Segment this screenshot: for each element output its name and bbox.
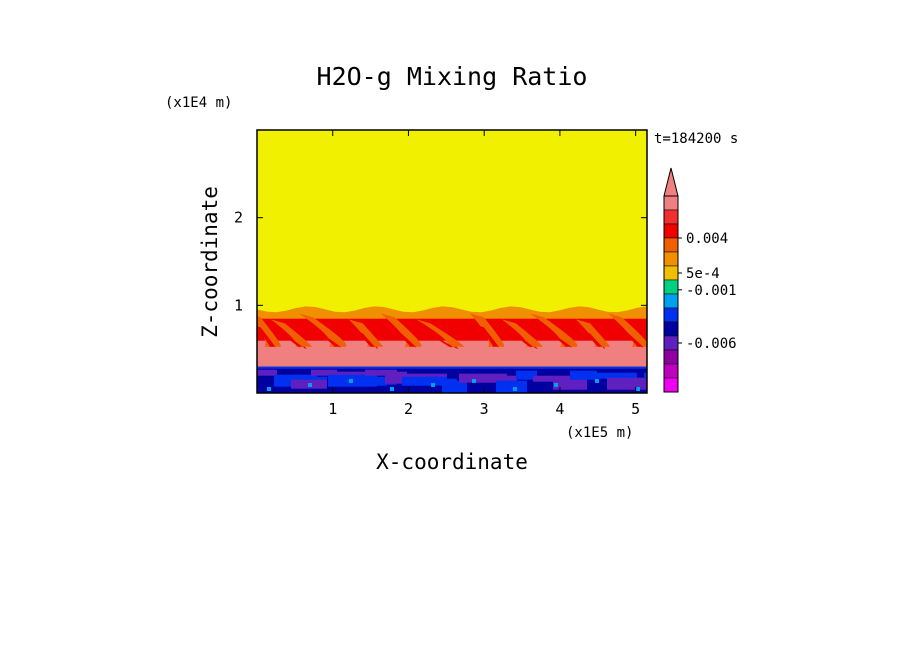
surface-speck: [349, 379, 353, 383]
colorbar-segment: [663, 237, 679, 253]
plume-streak: [575, 319, 611, 347]
surface-speck: [267, 387, 271, 391]
y-axis-title: Z-coordinate: [198, 186, 222, 338]
surface-speck: [554, 383, 558, 387]
surface-speck: [472, 379, 476, 383]
plume-core: [615, 325, 644, 348]
surface-patch: [365, 369, 397, 376]
colorbar-segment: [663, 251, 679, 267]
surface-speck: [390, 387, 394, 391]
plot-area: [257, 130, 647, 393]
plume-core: [278, 331, 307, 350]
plume-streak: [501, 319, 543, 347]
colorbar-label: 0.004: [686, 231, 728, 247]
surface-patch: [257, 369, 277, 376]
surface-speck: [636, 387, 640, 391]
colorbar-label: 5e-4: [686, 266, 720, 282]
surface-speck: [431, 383, 435, 387]
y-unit-label: (x1E4 m): [165, 95, 232, 111]
colorbar-segment: [663, 335, 679, 351]
surface-speck: [595, 379, 599, 383]
surface-patch: [590, 372, 637, 379]
plume-streak: [607, 313, 647, 347]
surface-patch: [402, 376, 447, 386]
plume-streak: [257, 316, 281, 347]
plume-core: [356, 331, 378, 350]
colorbar-label: -0.006: [686, 336, 737, 352]
surface-top-edge: [257, 366, 647, 369]
surface-speck: [513, 387, 517, 391]
plume-core: [537, 325, 573, 348]
plume-core: [257, 326, 276, 348]
colorbar-segment: [663, 349, 679, 365]
surface-patch: [516, 370, 537, 380]
x-tick-label: 1: [328, 400, 337, 418]
convective-plumes: [257, 306, 647, 367]
surface-patch: [570, 370, 597, 380]
colorbar-extend-arrow: [663, 167, 679, 197]
colorbar-segment: [663, 209, 679, 225]
plume-streak: [469, 313, 505, 347]
colorbar: 0.004 5e-4-0.001 -0.006: [663, 167, 737, 393]
x-tick-label: 5: [631, 400, 640, 418]
plot-frame: [256, 129, 648, 394]
surface-layer: [257, 366, 647, 393]
plume-streak: [380, 313, 422, 347]
surface-patch: [459, 373, 507, 383]
time-label: t=184200 s: [654, 131, 738, 147]
colorbar-segment: [663, 363, 679, 379]
y-tick-label: 1: [234, 296, 243, 314]
colorbar-segment: [663, 265, 679, 281]
colorbar-segment: [663, 195, 679, 211]
surface-patch: [644, 372, 647, 379]
plume-core: [509, 331, 538, 350]
colorbar-segment: [663, 279, 679, 295]
colorbar-label: -0.001: [686, 283, 737, 299]
x-unit-label: (x1E5 m): [566, 425, 633, 441]
x-tick-label: 2: [404, 400, 413, 418]
colorbar-segment: [663, 321, 679, 337]
y-axis: 12: [234, 209, 647, 314]
y-tick-label: 2: [234, 209, 243, 227]
surface-patch: [533, 375, 577, 382]
colorbar-frame: [663, 195, 679, 393]
plume-core: [424, 331, 459, 350]
colorbar-segment: [663, 377, 679, 393]
x-tick-label: 4: [555, 400, 564, 418]
plume-streak: [529, 313, 578, 347]
surface-speck: [308, 383, 312, 387]
x-axis-title: X-coordinate: [376, 450, 528, 474]
plume-core: [306, 325, 342, 348]
plume-core: [477, 325, 500, 348]
plume-core: [388, 325, 417, 348]
plume-streak: [348, 319, 384, 347]
plume-core: [583, 331, 606, 350]
colorbar-segment: [663, 293, 679, 309]
x-tick-label: 3: [480, 400, 489, 418]
plume-streak: [298, 313, 347, 347]
plume-streak: [270, 319, 312, 347]
surface-patch: [496, 380, 527, 393]
x-axis: 1 2 3 4 5: [328, 130, 640, 418]
colorbar-segment: [663, 307, 679, 323]
colorbar-segment: [663, 223, 679, 239]
plume-streak: [416, 319, 464, 347]
chart-title: H2O-g Mixing Ratio: [317, 62, 588, 91]
surface-patch: [311, 369, 337, 376]
surface-patch: [607, 377, 647, 390]
